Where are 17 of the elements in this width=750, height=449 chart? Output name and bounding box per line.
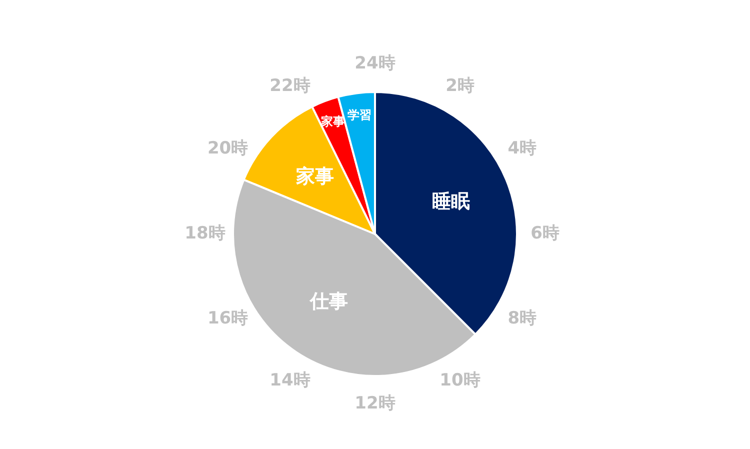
slice-label: 仕事 (309, 290, 348, 312)
text: 16時 (207, 308, 248, 328)
text: 14時 (270, 370, 310, 391)
text: 18時 (184, 223, 226, 244)
text: 4時 (508, 138, 537, 158)
slice-label: 睡眠 (432, 190, 470, 212)
slice-label: 家事 (294, 166, 334, 188)
text: 20時 (207, 138, 248, 158)
text: 10時 (440, 370, 480, 391)
text: 6時 (530, 223, 560, 244)
text: 8時 (508, 308, 537, 328)
text: 12時 (354, 393, 396, 414)
slice-label: 家事 (320, 114, 345, 129)
text: 2時 (446, 76, 474, 96)
text: 24時 (354, 53, 396, 74)
slice-label: 学習 (347, 108, 372, 122)
text: 22時 (270, 76, 310, 96)
